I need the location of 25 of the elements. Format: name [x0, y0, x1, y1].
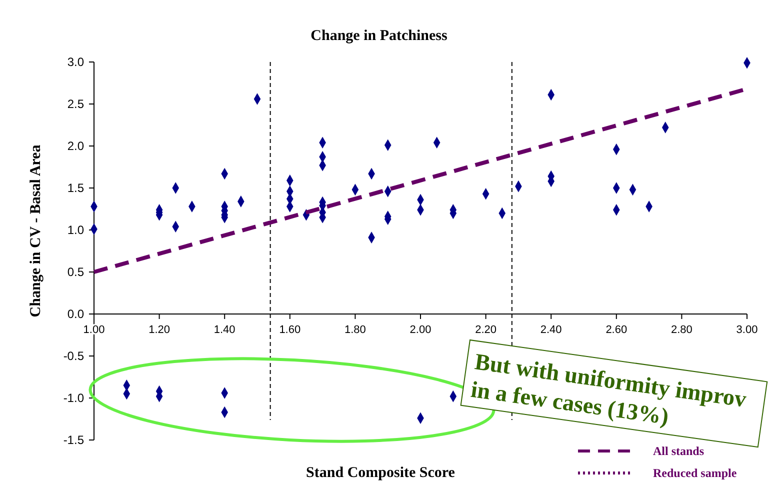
x-tick-label: 2.00	[410, 324, 432, 336]
x-tick-label: 3.00	[736, 324, 758, 336]
legend-label: All stands	[653, 444, 704, 458]
y-axis-title: Change in CV - Basal Area	[28, 144, 44, 318]
y-tick-label: 2.0	[67, 139, 84, 154]
x-axis-title: Stand Composite Score	[306, 465, 456, 481]
y-tick-label: -1.5	[63, 433, 84, 448]
y-tick-label: 3.0	[67, 55, 84, 70]
y-tick-label: 1.5	[67, 181, 84, 196]
x-tick-label: 1.40	[214, 324, 236, 336]
chart-title: Change in Patchiness	[310, 28, 448, 44]
y-tick-label: -0.5	[63, 349, 84, 364]
x-tick-label: 2.80	[670, 324, 692, 336]
x-tick-label: 1.60	[279, 324, 301, 336]
x-tick-label: 1.20	[148, 324, 170, 336]
y-tick-label: -1.0	[63, 391, 84, 406]
x-tick-label: 2.60	[606, 324, 628, 336]
y-tick-label: 0.5	[67, 265, 84, 280]
y-tick-label: 0.0	[67, 307, 84, 322]
x-tick-label: 2.20	[475, 324, 497, 336]
x-tick-label: 2.40	[540, 324, 562, 336]
y-tick-label: 1.0	[67, 223, 84, 238]
legend-label: Reduced sample	[653, 466, 738, 480]
y-tick-label: 2.5	[67, 97, 84, 112]
x-tick-label: 1.80	[344, 324, 366, 336]
